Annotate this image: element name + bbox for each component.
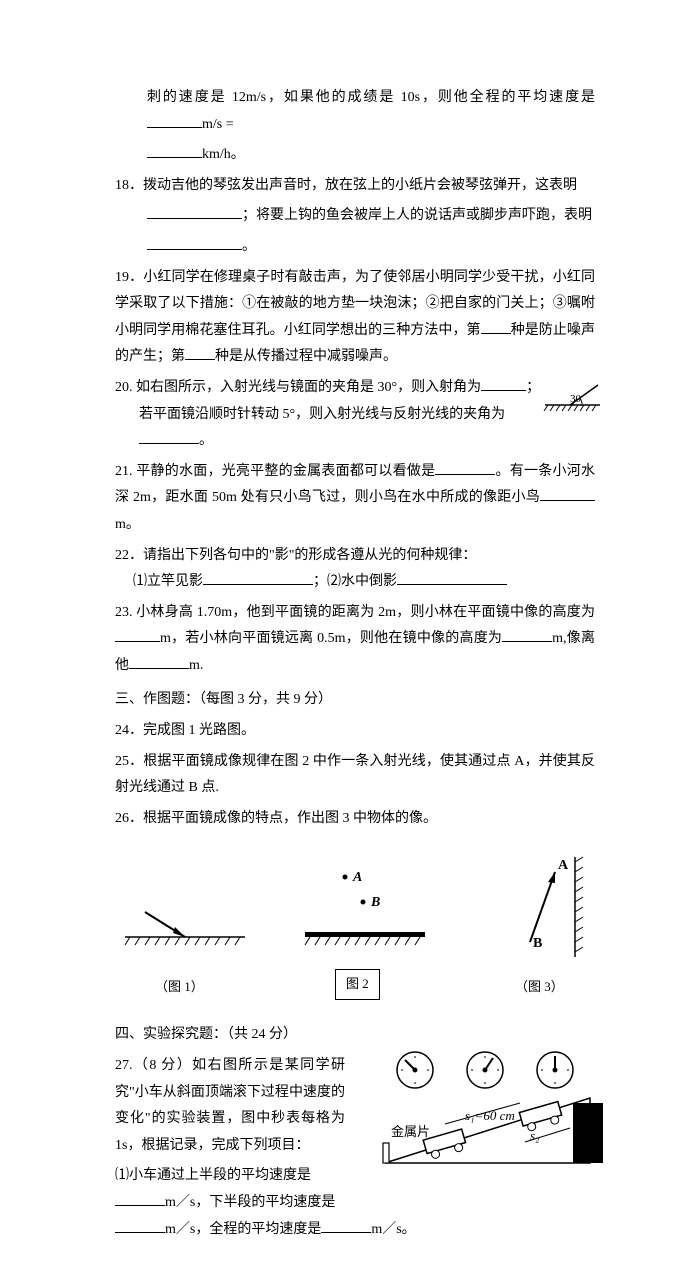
q18-text1: 18．拨动吉他的琴弦发出声音时，放在弦上的小纸片会被琴弦弹开，这表明: [115, 178, 577, 193]
q27: 金属片 s₁=60 cm s₂ 27.（8 分）如右图所示是某同学研究"小车从斜…: [115, 1053, 595, 1243]
q19: 19．小红同学在修理桌子时有敲击声，为了使邻居小明同学少受干扰，小红同学采取了以…: [115, 265, 595, 371]
section4: 四、实验探究题：（共 24 分）: [115, 1022, 595, 1049]
blank: [435, 460, 495, 475]
q18-text3: 。: [242, 239, 256, 254]
figures-row: （图 1） A B 图 2 A B （图 3）: [115, 847, 595, 1007]
svg-text:A: A: [352, 870, 362, 885]
figure-1: [115, 857, 255, 957]
q17-line2: km/h。: [115, 142, 595, 169]
blank: [147, 204, 242, 219]
q17-unit2: km/h。: [202, 147, 245, 162]
q27-sub1c: m／s，全程的平均速度是: [165, 1222, 321, 1237]
q17-unit1: m/s =: [202, 117, 234, 132]
q22-a: ⑴立竿见影: [115, 574, 203, 589]
q21-text1: 21. 平静的水面，光亮平整的金属表面都可以看做是: [115, 464, 435, 479]
q26: 26．根据平面镜成像的特点，作出图 3 中物体的像。: [115, 806, 595, 833]
figure-3: A B: [485, 847, 605, 967]
svg-text:B: B: [370, 895, 380, 910]
angle-label: 30: [570, 393, 582, 405]
q27-figure: 金属片 s₁=60 cm s₂: [355, 1048, 615, 1189]
q23-end: m.: [189, 658, 203, 673]
blank: [397, 570, 507, 585]
q22: 22．请指出下列各句中的"影"的形成各遵从光的何种规律： ⑴立竿见影 ；⑵水中倒影: [115, 543, 595, 596]
blank: [203, 570, 313, 585]
svg-text:A: A: [558, 858, 569, 873]
svg-text:s₁=60 cm: s₁=60 cm: [465, 1108, 515, 1123]
q20-text2: 若平面镜沿顺时针转动 5°，则入射光线与反射光线的夹角为: [115, 407, 505, 422]
q23: 23. 小林身高 1.70m，他到平面镜的距离为 2m，则小林在平面镜中像的高度…: [115, 600, 595, 680]
blank: [321, 1218, 371, 1233]
q18: 18．拨动吉他的琴弦发出声音时，放在弦上的小纸片会被琴弦弹开，这表明: [115, 173, 595, 200]
blank: [115, 627, 160, 642]
q27-sub1b: m／s，下半段的平均速度是: [165, 1195, 335, 1210]
blank: [139, 429, 199, 444]
q19-end: 种是从传播过程中减弱噪声。: [215, 349, 397, 364]
q20-end2: 。: [199, 433, 213, 448]
q27-text: 27.（8 分）如右图所示是某同学研究"小车从斜面顶端滚下过程中速度的变化"的实…: [115, 1053, 345, 1159]
q18-line2: ；将要上钩的鱼会被岸上人的说话声或脚步声吓跑，表明: [115, 203, 595, 230]
q20-end1: ；: [526, 380, 540, 395]
q21: 21. 平静的水面，光亮平整的金属表面都可以看做是。有一条小河水深 2m，距水面…: [115, 459, 595, 539]
q18-line3: 。: [115, 234, 595, 261]
blank: [129, 654, 189, 669]
svg-text:金属片: 金属片: [391, 1124, 430, 1139]
fig2-label: 图 2: [335, 969, 380, 1000]
q17-line1: 刺的速度是 12m/s，如果他的成绩是 10s，则他全程的平均速度是 m/s =: [115, 85, 595, 138]
q25: 25．根据平面镜成像规律在图 2 中作一条入射光线，使其通过点 A，并使其反射光…: [115, 749, 595, 802]
blank: [481, 319, 511, 334]
q17-text: 刺的速度是 12m/s，如果他的成绩是 10s，则他全程的平均速度是: [147, 90, 595, 105]
section3: 三、作图题：（每图 3 分，共 9 分）: [115, 687, 595, 714]
q24: 24．完成图 1 光路图。: [115, 718, 595, 745]
q20-figure: 30: [540, 375, 605, 426]
blank: [540, 486, 595, 501]
q21-end: m。: [115, 517, 140, 532]
blank: [115, 1191, 165, 1206]
figure-2: A B: [285, 852, 445, 962]
q22-b: ；⑵水中倒影: [313, 574, 397, 589]
fig1-label: （图 1）: [155, 975, 204, 1000]
blank: [185, 345, 215, 360]
q27-sub1a: ⑴小车通过上半段的平均速度是: [115, 1168, 311, 1183]
svg-text:B: B: [533, 936, 542, 951]
q18-text2: ；将要上钩的鱼会被岸上人的说话声或脚步声吓跑，表明: [242, 208, 592, 223]
q27-sub1d: m／s。: [371, 1222, 415, 1237]
q22-text1: 22．请指出下列各句中的"影"的形成各遵从光的何种规律：: [115, 548, 476, 563]
blank: [147, 143, 202, 158]
svg-text:s₂: s₂: [530, 1128, 540, 1143]
blank: [115, 1218, 165, 1233]
q20: 30 20. 如右图所示，入射光线与镜面的夹角是 30°，则入射角为 ； 若平面镜…: [115, 375, 595, 455]
blank: [502, 627, 552, 642]
q23-mid1: m，若小林向平面镜远离 0.5m，则他在镜中像的高度为: [160, 631, 502, 646]
q23-text1: 23. 小林身高 1.70m，他到平面镜的距离为 2m，则小林在平面镜中像的高度…: [115, 605, 595, 620]
q20-text1: 20. 如右图所示，入射光线与镜面的夹角是 30°，则入射角为: [115, 380, 481, 395]
blank: [147, 235, 242, 250]
blank: [147, 113, 202, 128]
q20-cont: 。: [115, 433, 213, 448]
fig3-label: （图 3）: [515, 975, 564, 1000]
blank: [481, 376, 526, 391]
